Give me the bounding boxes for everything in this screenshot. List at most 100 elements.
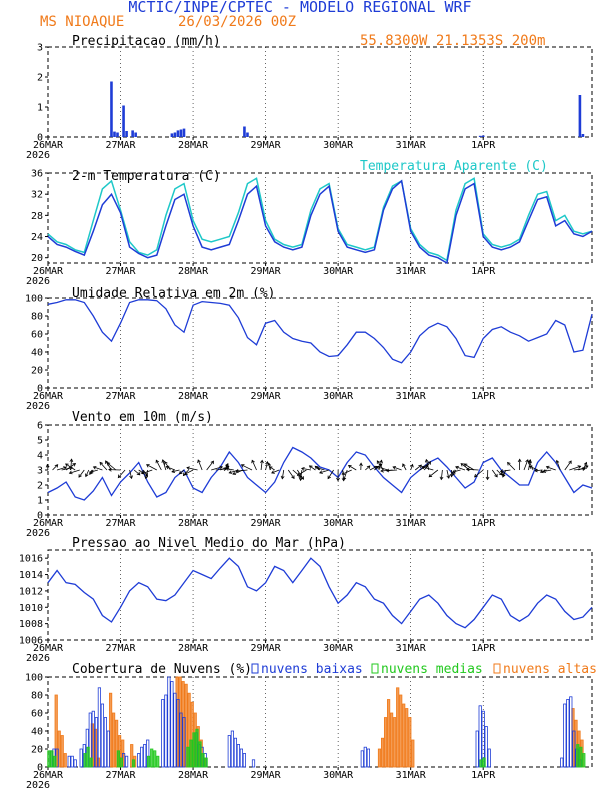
wind-arrow (85, 469, 90, 477)
wind-arrow (327, 469, 334, 479)
wind-arrow (78, 469, 85, 478)
wind-arrow-head (380, 468, 384, 473)
wind-arrow-head (316, 466, 320, 471)
wind-arrow-head (465, 467, 470, 472)
cloud-bar-1 (192, 732, 196, 768)
cloud-bar-2 (377, 748, 382, 768)
panel-title: 2-m Temperatura (C) (72, 169, 221, 184)
wind-arrow-head (105, 460, 109, 464)
wind-arrow-head (99, 461, 104, 466)
wind-arrow-head (63, 466, 67, 470)
wind-arrow-head (421, 465, 425, 470)
y-tick-label: 1 (37, 496, 43, 507)
x-tick-label: 31MAR (396, 770, 427, 781)
cloud-bar-2 (63, 753, 67, 768)
cloud-bar-0 (484, 726, 488, 768)
x-tick-label: 30MAR (323, 140, 354, 151)
x-tick-label: 1APR (471, 140, 496, 151)
x-tick-label: 30MAR (323, 643, 354, 654)
x-tick-label: 1APR (471, 518, 496, 529)
wind-arrow-head (296, 472, 301, 476)
wind-arrow (171, 469, 180, 473)
x-tick-label: 30MAR (323, 518, 354, 529)
wind-arrow (179, 469, 185, 475)
cloud-bar-0 (475, 730, 479, 768)
wind-arrow-head (265, 461, 269, 465)
x-tick-label: 31MAR (396, 518, 427, 529)
precip-bar (179, 129, 183, 137)
precip-bar (173, 132, 177, 137)
cloud-bar-0 (97, 687, 101, 768)
panel-title: Vento em 10m (m/s) (72, 410, 213, 425)
cloud-bar-2 (411, 739, 415, 768)
wind-arrow-head (439, 476, 444, 481)
y-tick-label: 40 (31, 348, 43, 359)
cloud-bar-1 (201, 753, 205, 768)
wind-arrow-head (402, 463, 406, 468)
panel-2: 26MAR 27MAR 28MAR 29MAR 30MAR 31MAR 1APR 2026 0 2… (25, 286, 593, 412)
panel-title: Cobertura de Nuvens (%) (72, 662, 252, 677)
year-label: 2026 (26, 276, 50, 287)
wind-arrow-head (251, 459, 255, 464)
precip-bar (170, 133, 174, 137)
cloud-bar-1 (53, 755, 57, 768)
wind-arrow-head (542, 469, 547, 473)
wind-arrow (211, 466, 223, 471)
panel-frame (47, 172, 593, 264)
wind-arrow-head (171, 469, 176, 473)
wind-arrow (546, 466, 556, 471)
wind-arrow (556, 460, 561, 471)
wind-arrow (316, 467, 325, 471)
wind-arrow (491, 469, 498, 478)
wind-arrow-head (184, 471, 188, 475)
cloud-bar-0 (125, 755, 129, 768)
wind-arrow (297, 469, 307, 476)
wind-arrow-head (485, 476, 490, 481)
cloud-bar-1 (198, 741, 202, 768)
wind-arrow (184, 469, 194, 475)
wind-arrow-head (178, 470, 183, 475)
wind-arrow-head (136, 471, 141, 476)
wind-arrow (146, 464, 157, 471)
precip-bar (113, 131, 116, 137)
wind-arrow (52, 464, 58, 471)
cloud-bar-0 (179, 712, 183, 768)
wind-arrow (523, 459, 529, 471)
precip-bar (116, 132, 119, 137)
wind-arrow-head (424, 458, 429, 463)
cloud-bar-1 (83, 753, 87, 768)
x-tick-label: 1APR (471, 770, 496, 781)
cloud-bar-2 (405, 708, 409, 768)
cloud-bar-0 (100, 703, 104, 768)
y-tick-label: 1008 (19, 619, 43, 630)
cloud-bar-2 (402, 703, 406, 768)
wind-arrow (186, 467, 198, 471)
cloud-bar-0 (176, 699, 180, 768)
cloud-bar-1 (186, 746, 190, 768)
x-tick-label: 28MAR (178, 770, 209, 781)
wind-arrow-head (499, 469, 504, 473)
y-tick-label: 0 (37, 763, 43, 774)
wind-arrow-head (474, 473, 478, 478)
cloud-bar-1 (189, 739, 193, 768)
cloud-bar-1 (131, 759, 136, 768)
wind-arrow (464, 463, 475, 471)
wind-arrow-head (379, 459, 383, 464)
y-tick-label: 32 (31, 190, 43, 201)
wind-arrow (162, 459, 167, 471)
y-tick-label: 3 (37, 43, 43, 54)
wind-arrow (93, 466, 103, 471)
y-tick-label: 60 (31, 709, 43, 720)
cloud-bar-0 (91, 710, 95, 768)
cloud-bar-2 (380, 737, 385, 768)
wind-arrow (251, 460, 257, 471)
wind-arrow-head (197, 459, 201, 464)
panel-frame (47, 297, 593, 389)
cloud-bar-0 (236, 744, 240, 768)
wind-arrow-head (418, 464, 422, 469)
wind-arrow (292, 469, 302, 478)
precip-bar (243, 126, 246, 137)
cloud-bar-0 (164, 694, 168, 768)
cloud-bar-1 (119, 757, 123, 768)
cloud-bar-0 (233, 737, 237, 768)
